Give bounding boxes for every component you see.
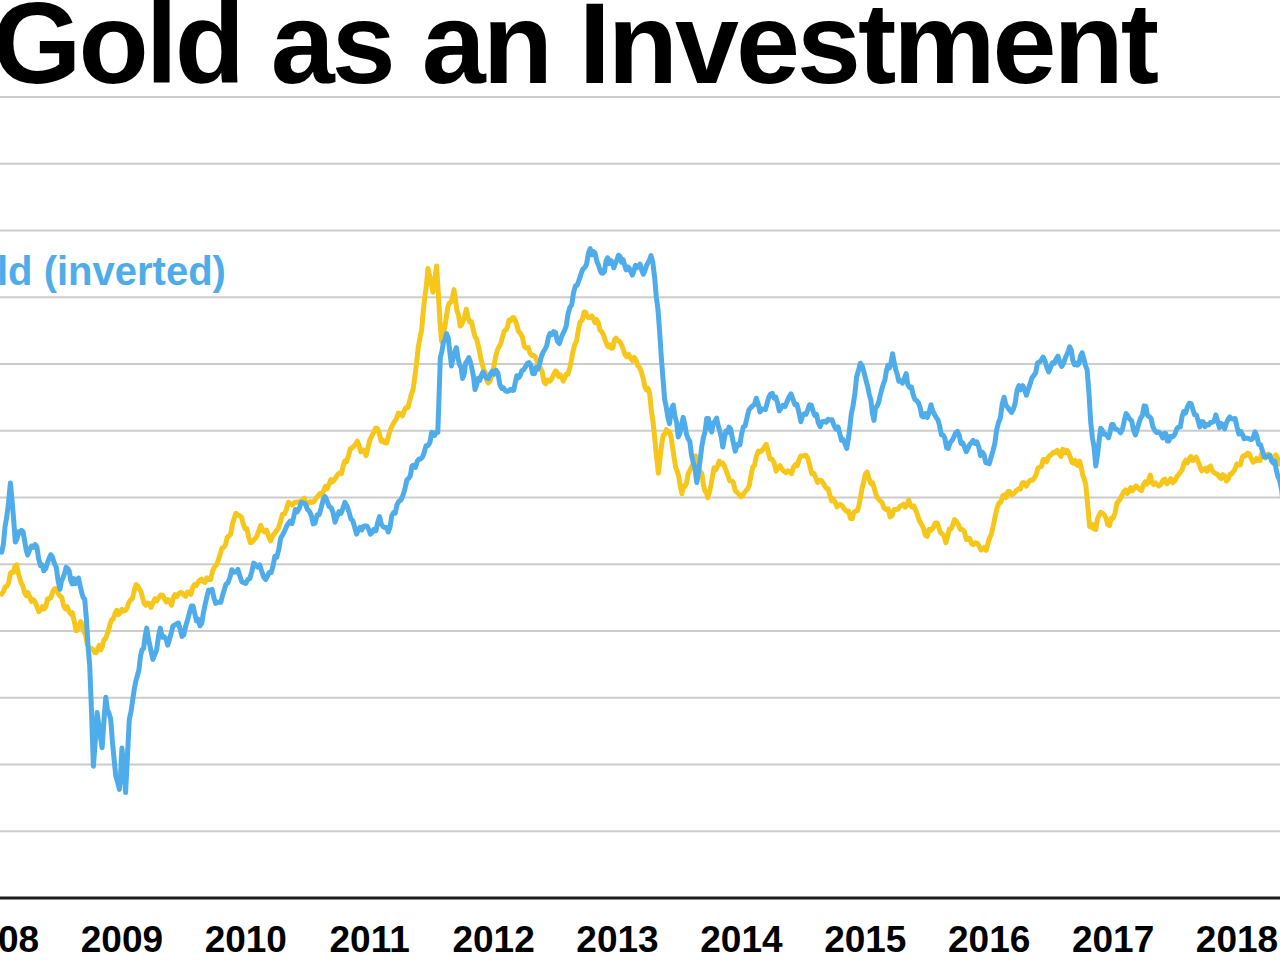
x-tick-label: 2012: [452, 919, 534, 960]
x-axis-labels: 2008 2009 2010 2011 2012 2013 2014 2015 2016 2017…: [0, 919, 1280, 960]
x-tick-label: 2011: [330, 919, 410, 960]
page-title: Gold as an Investment: [0, 0, 1156, 101]
x-tick-label: 2013: [576, 919, 658, 960]
gold-price-line: [2, 266, 1280, 653]
gridlines: [0, 97, 1280, 831]
legend-inverted-yield-label: ld (inverted): [0, 249, 226, 294]
x-tick-label: 2010: [205, 919, 287, 960]
line-chart-canvas: [0, 0, 1280, 960]
x-tick-label: 2014: [700, 919, 782, 960]
x-tick-label: 2016: [948, 919, 1030, 960]
x-tick-label: 2018: [1196, 919, 1278, 960]
chart-page: Gold as an Investment ld (inverted) 2008…: [0, 0, 1280, 960]
x-tick-label: 2017: [1072, 919, 1154, 960]
x-tick-label: 2015: [824, 919, 906, 960]
x-tick-label: 2009: [81, 919, 163, 960]
x-tick-label: 2008: [0, 919, 39, 960]
